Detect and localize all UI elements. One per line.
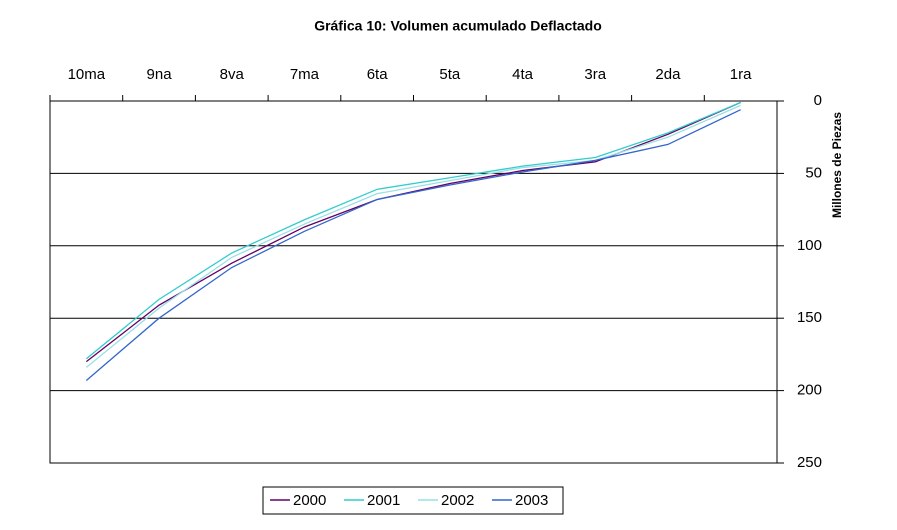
legend-label: 2003 <box>515 492 548 509</box>
legend-label: 2002 <box>441 492 474 509</box>
series-line <box>85 101 741 363</box>
y-tick-label: 150 <box>797 309 822 326</box>
x-tick-label: 7ma <box>290 66 320 83</box>
series-line <box>85 101 741 360</box>
y-tick-label: 0 <box>814 92 822 109</box>
x-tick-label: 1ra <box>730 66 752 83</box>
x-tick-label: 2da <box>655 66 681 83</box>
legend-label: 2001 <box>367 492 400 509</box>
series-line <box>85 109 741 381</box>
y-tick-label: 50 <box>805 164 822 181</box>
plot-area <box>49 100 778 464</box>
chart-title: Gráfica 10: Volumen acumulado Deflactado <box>314 18 602 34</box>
x-tick-label: 9na <box>147 66 173 83</box>
x-tick-label: 10ma <box>68 66 106 83</box>
legend-box <box>262 486 564 515</box>
series-line <box>85 104 741 368</box>
x-tick-label: 3ra <box>584 66 606 83</box>
y-tick-label: 250 <box>797 454 822 471</box>
y-tick-label: 200 <box>797 382 822 399</box>
y-axis-label: Millones de Piezas <box>830 112 844 218</box>
legend-label: 2000 <box>293 492 326 509</box>
x-tick-label: 6ta <box>367 66 389 83</box>
x-tick-label: 4ta <box>512 66 534 83</box>
x-tick-label: 5ta <box>439 66 461 83</box>
y-tick-label: 100 <box>797 237 822 254</box>
x-tick-label: 8va <box>220 66 245 83</box>
